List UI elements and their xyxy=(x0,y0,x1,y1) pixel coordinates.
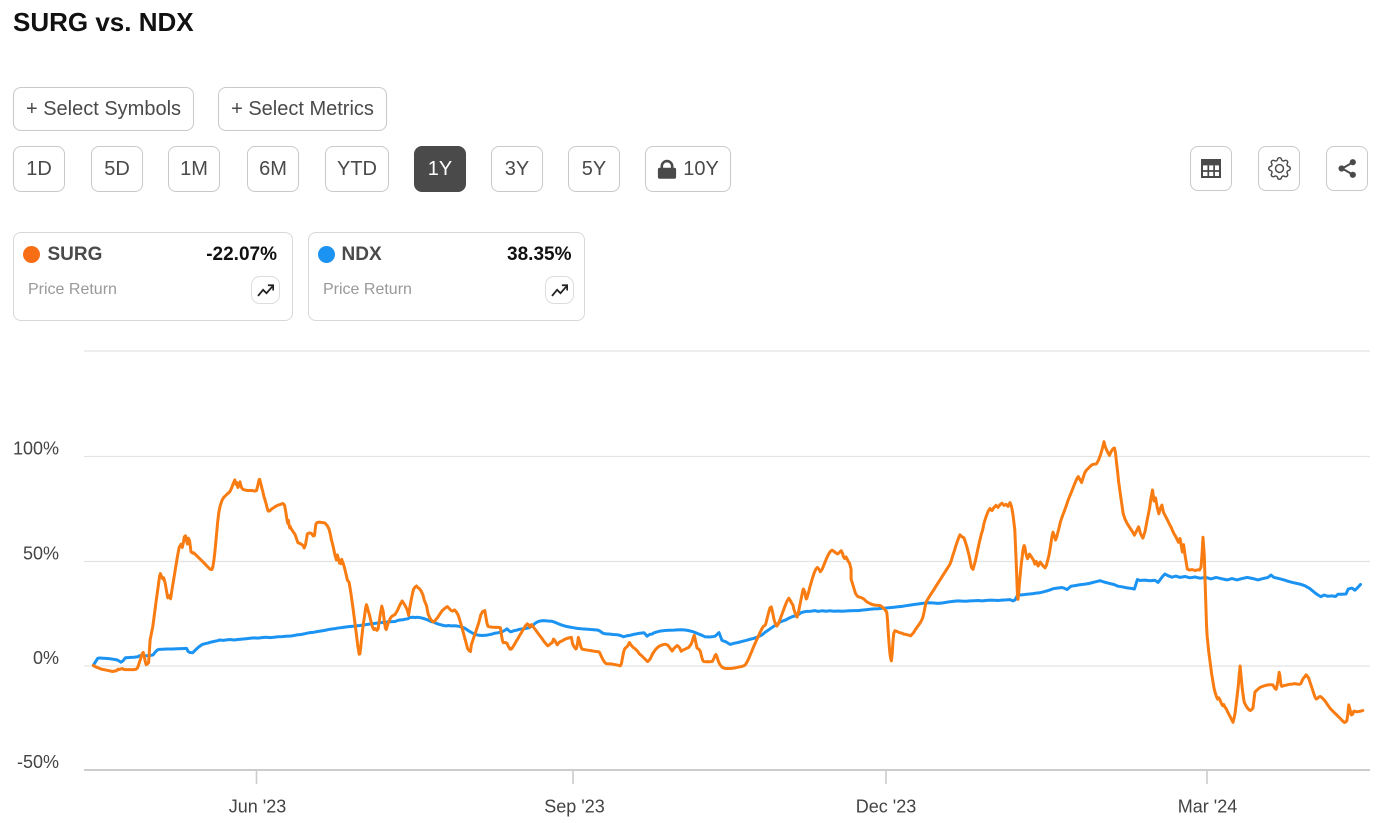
svg-text:Jun '23: Jun '23 xyxy=(229,797,286,817)
svg-text:0%: 0% xyxy=(33,648,59,668)
svg-text:50%: 50% xyxy=(23,544,59,564)
svg-text:100%: 100% xyxy=(13,439,59,459)
svg-text:Mar '24: Mar '24 xyxy=(1178,797,1237,817)
svg-text:Dec '23: Dec '23 xyxy=(856,797,916,817)
svg-text:-50%: -50% xyxy=(17,752,59,772)
svg-text:Sep '23: Sep '23 xyxy=(544,797,605,817)
